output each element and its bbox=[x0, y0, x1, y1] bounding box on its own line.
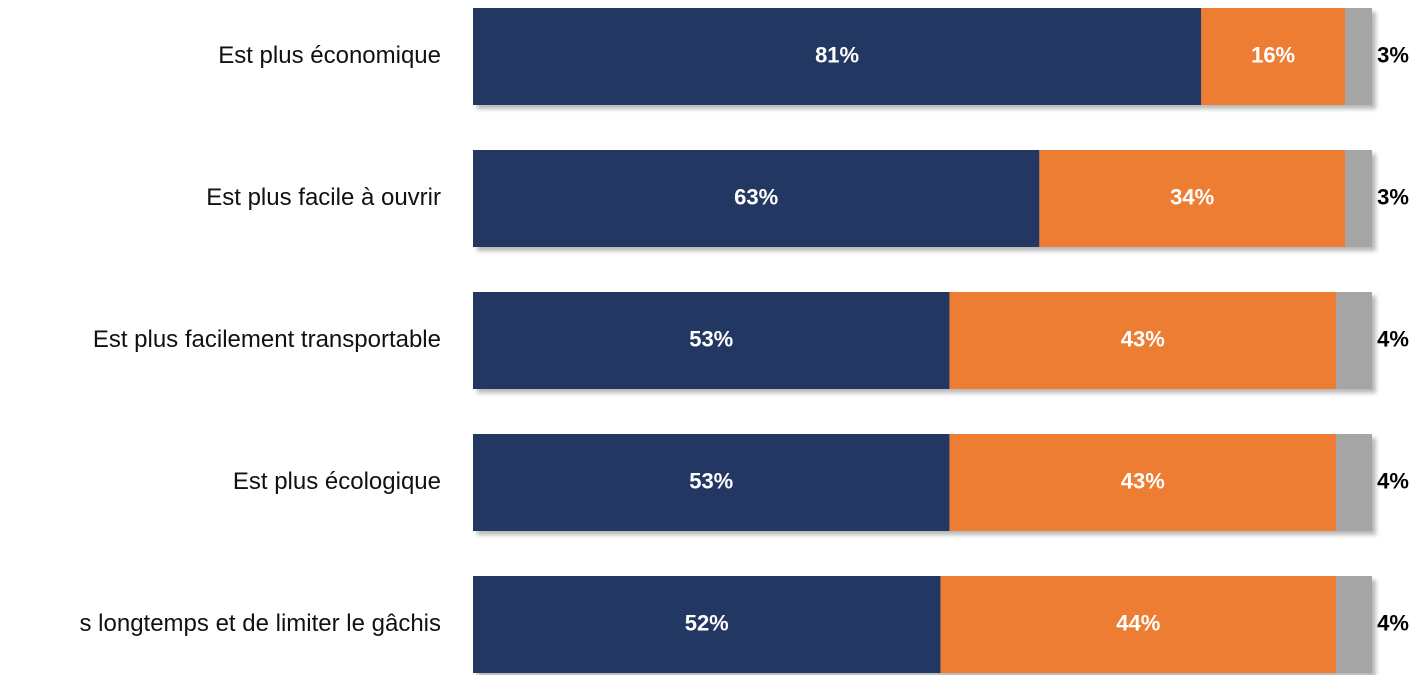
bar-segment bbox=[949, 434, 1337, 531]
bar-segment bbox=[1336, 576, 1372, 673]
data-label: 53% bbox=[689, 326, 733, 351]
data-label: 4% bbox=[1377, 610, 1409, 635]
bar-segment bbox=[473, 292, 950, 389]
bar-segment bbox=[1039, 150, 1346, 247]
bar-segment bbox=[940, 576, 1337, 673]
bar-segment bbox=[949, 292, 1337, 389]
bar-segment bbox=[473, 434, 950, 531]
data-label: 4% bbox=[1377, 326, 1409, 351]
data-label: 81% bbox=[815, 42, 859, 67]
category-label: s longtemps et de limiter le gâchis bbox=[80, 610, 442, 637]
bar-segment bbox=[473, 8, 1202, 105]
bar-segment bbox=[473, 150, 1040, 247]
category-label: Est plus facilement transportable bbox=[93, 326, 441, 353]
data-label: 43% bbox=[1121, 468, 1165, 493]
data-label: 4% bbox=[1377, 468, 1409, 493]
data-label: 44% bbox=[1116, 610, 1160, 635]
data-label: 3% bbox=[1377, 184, 1409, 209]
data-label: 3% bbox=[1377, 42, 1409, 67]
data-label: 53% bbox=[689, 468, 733, 493]
bar-group bbox=[473, 434, 1372, 531]
category-label: Est plus économique bbox=[218, 42, 441, 69]
bar-segment bbox=[1345, 8, 1372, 105]
data-label: 52% bbox=[685, 610, 729, 635]
bar-group bbox=[473, 576, 1372, 673]
data-label: 34% bbox=[1170, 184, 1214, 209]
data-label: 63% bbox=[734, 184, 778, 209]
bar-group bbox=[473, 292, 1372, 389]
data-label: 16% bbox=[1251, 42, 1295, 67]
data-label: 43% bbox=[1121, 326, 1165, 351]
bar-group bbox=[473, 8, 1372, 105]
category-label: Est plus facile à ouvrir bbox=[206, 184, 441, 211]
bar-segment bbox=[1336, 434, 1372, 531]
category-label: Est plus écologique bbox=[233, 468, 441, 495]
bar-segment bbox=[473, 576, 941, 673]
bar-segment bbox=[1345, 150, 1372, 247]
bar-group bbox=[473, 150, 1372, 247]
bar-segment bbox=[1201, 8, 1346, 105]
bar-segment bbox=[1336, 292, 1372, 389]
